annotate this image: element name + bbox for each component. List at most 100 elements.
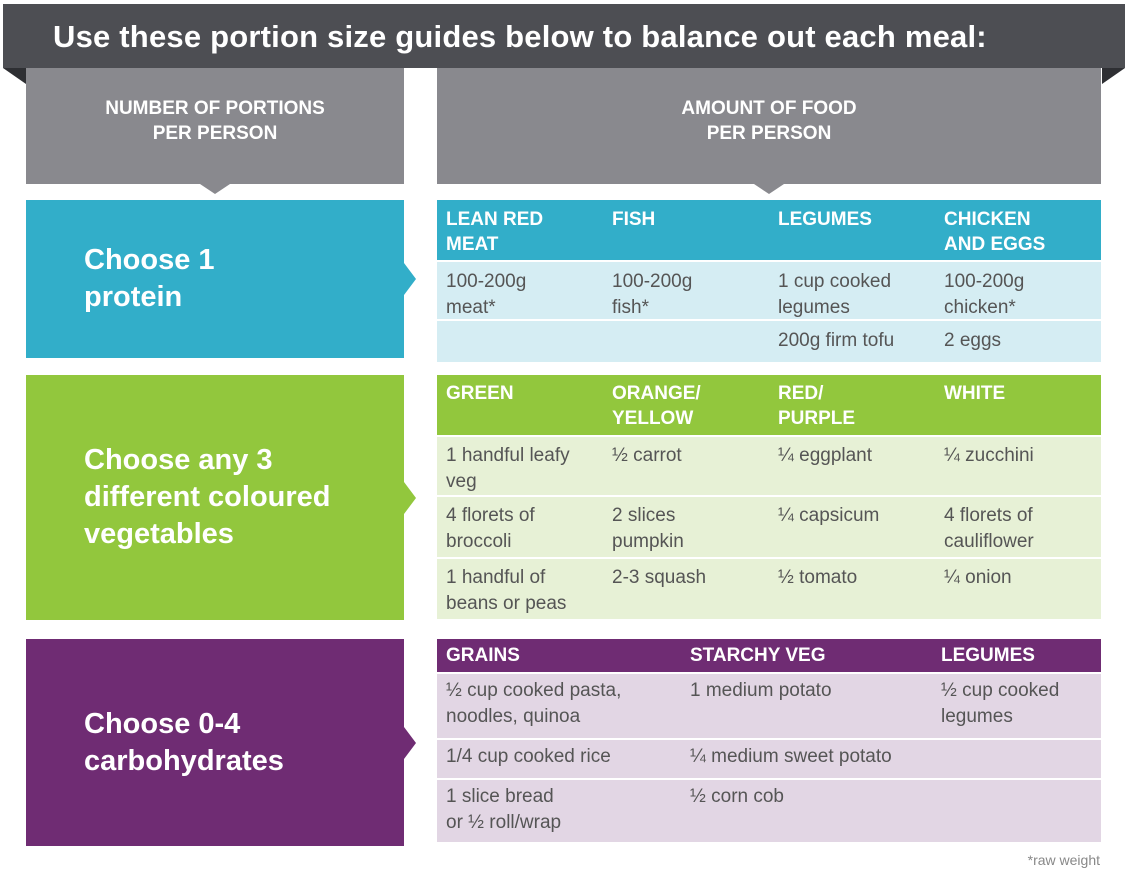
table-cell-line: ¼ medium sweet potato	[690, 746, 892, 767]
protein-label-line: protein	[84, 281, 183, 313]
table-cell: 1 handful leafy veg	[446, 443, 570, 495]
banner-fold-right	[1102, 68, 1125, 84]
protein-label-line: Choose 1	[84, 244, 215, 276]
protein-column-header-line: AND EGGS	[944, 234, 1046, 255]
table-cell-line: 2 eggs	[944, 330, 1002, 351]
table-cell: ½ corn cob	[690, 784, 784, 810]
carbohydrates-column-header-line: STARCHY VEG	[690, 645, 826, 666]
table-cell-line: ½ cup cooked	[941, 680, 1060, 701]
carbohydrates-column-header-line: LEGUMES	[941, 645, 1035, 666]
footnote: *raw weight	[1027, 852, 1100, 868]
table-row: 1 handful leafy veg ½ carrot ¼ eggplant ¼ zu…	[437, 435, 1101, 495]
right-arrow-icon	[404, 726, 416, 759]
table-cell-line: ½ carrot	[612, 445, 682, 466]
carbohydrates-block: Choose 0-4 carbohydrates	[26, 639, 416, 846]
column-header-amount: AMOUNT OF FOOD PER PERSON	[437, 68, 1101, 194]
right-arrow-icon	[404, 481, 416, 514]
table-cell-line: or ½ roll/wrap	[446, 812, 562, 833]
table-cell: ¼ medium sweet potato	[690, 744, 892, 770]
table-cell-line: pumpkin	[612, 531, 684, 552]
table-cell-line: beans or peas	[446, 593, 567, 614]
table-cell: 100-200g meat*	[446, 269, 526, 321]
protein-column-header-line: LEGUMES	[778, 209, 872, 230]
table-cell-line: veg	[446, 471, 477, 492]
vegetables-column-header-line: GREEN	[446, 383, 514, 404]
vegetables-label: Choose any 3 different coloured vegetabl…	[84, 442, 331, 553]
protein-column-header-line: LEAN RED	[446, 209, 544, 230]
protein-block: Choose 1 protein	[26, 200, 416, 358]
protein-column-header: FISH	[612, 207, 655, 232]
protein-table: LEAN RED MEAT FISH LEGUMES CHICKEN AND EGGS 10…	[437, 200, 1101, 362]
vegetables-column-header: ORANGE/YELLOW	[612, 381, 701, 431]
carbohydrates-column-header: STARCHY VEG	[690, 643, 826, 668]
column-header-portions: NUMBER OF PORTIONS PER PERSON	[26, 68, 404, 194]
table-cell: 100-200g chicken*	[944, 269, 1024, 321]
table-cell-line: 2-3 squash	[612, 567, 707, 588]
page-title: Use these portion size guides below to b…	[53, 19, 987, 54]
table-cell: 1 cup cooked legumes	[778, 269, 891, 321]
table-cell: ½ cup cooked legumes	[941, 678, 1059, 730]
carbohydrates-column-header: GRAINS	[446, 643, 520, 668]
table-cell-line: 1 cup cooked	[778, 271, 892, 292]
table-cell-line: broccoli	[446, 531, 512, 552]
table-cell-line: 1/4 cup cooked rice	[446, 746, 611, 767]
vegetables-column-header: GREEN	[446, 381, 514, 406]
table-cell-line: 1 handful leafy	[446, 445, 570, 466]
vegetables-column-header-line: PURPLE	[778, 408, 856, 429]
table-cell-line: 200g firm tofu	[778, 330, 895, 351]
vegetables-label-line: different coloured	[84, 481, 331, 513]
table-row: 4 florets of broccoli 2 slices pumpkin ¼ cap…	[437, 495, 1101, 557]
table-cell: 2 eggs	[944, 328, 1001, 354]
table-cell-line: fish*	[612, 297, 649, 318]
vegetables-block: Choose any 3 different coloured vegetabl…	[26, 375, 416, 620]
table-cell-line: ¼ capsicum	[778, 505, 880, 526]
table-row: ½ cup cooked pasta, noodles, quinoa 1 medi…	[437, 672, 1101, 738]
protein-column-header: CHICKEN AND EGGS	[944, 207, 1045, 257]
table-cell-line: ¼ zucchini	[944, 445, 1034, 466]
carbohydrates-header-row: GRAINS STARCHY VEG LEGUMES	[437, 639, 1101, 672]
table-cell: ½ tomato	[778, 565, 857, 591]
table-cell-line: 2 slices	[612, 505, 676, 526]
table-cell-line: meat*	[446, 297, 496, 318]
table-cell: ¼ capsicum	[778, 503, 879, 529]
carbohydrates-label: Choose 0-4 carbohydrates	[84, 706, 284, 780]
table-row: 1 slice bread or ½ roll/wrap ½ corn cob	[437, 778, 1101, 842]
protein-column-header: LEAN RED MEAT	[446, 207, 543, 257]
table-cell: 4 florets of broccoli	[446, 503, 535, 555]
table-cell: ½ cup cooked pasta, noodles, quinoa	[446, 678, 621, 730]
table-cell-line: legumes	[778, 297, 850, 318]
table-cell: ½ carrot	[612, 443, 682, 469]
table-cell-line: chicken*	[944, 297, 1016, 318]
table-cell-line: ½ corn cob	[690, 786, 784, 807]
table-cell: ¼ zucchini	[944, 443, 1034, 469]
carbohydrates-table: GRAINS STARCHY VEG LEGUMES ½ cup cooked pas…	[437, 639, 1101, 842]
carbohydrates-label-line: carbohydrates	[84, 744, 284, 777]
table-row: 200g firm tofu 2 eggs	[437, 319, 1101, 362]
table-cell: 2 slices pumpkin	[612, 503, 684, 555]
banner-fold-left	[3, 68, 26, 84]
vegetables-header-row: GREEN ORANGE/YELLOW RED/PURPLE WHITE	[437, 375, 1101, 435]
table-cell: 100-200g fish*	[612, 269, 692, 321]
table-cell-line: noodles, quinoa	[446, 706, 581, 727]
column-header-amount-line: AMOUNT OF FOOD	[681, 98, 857, 119]
table-cell-line: 100-200g	[944, 271, 1025, 292]
table-row: 1/4 cup cooked rice ¼ medium sweet potato	[437, 738, 1101, 778]
column-header-portions-line: PER PERSON	[152, 123, 278, 144]
protein-column-header-line: FISH	[612, 209, 656, 230]
table-cell-line: legumes	[941, 706, 1013, 727]
table-cell-line: ¼ onion	[944, 567, 1012, 588]
title-banner: Use these portion size guides below to b…	[3, 4, 1125, 68]
protein-column-header: LEGUMES	[778, 207, 872, 232]
table-cell-line: 100-200g	[612, 271, 693, 292]
table-row: 1 handful of beans or peas 2-3 squash ½ tom…	[437, 557, 1101, 619]
table-cell-line: 1 medium potato	[690, 680, 832, 701]
table-row: 100-200g meat* 100-200g fish* 1 cup cooked le…	[437, 260, 1101, 319]
table-cell: 1 slice bread or ½ roll/wrap	[446, 784, 561, 836]
table-cell-line: 1 slice bread	[446, 786, 554, 807]
vegetables-column-header: RED/PURPLE	[778, 381, 855, 431]
column-header-portions-line: NUMBER OF PORTIONS	[105, 98, 325, 119]
protein-label: Choose 1 protein	[84, 242, 215, 316]
vegetables-table: GREEN ORANGE/YELLOW RED/PURPLE WHITE 1 handf…	[437, 375, 1101, 619]
table-cell-line: ½ cup cooked pasta,	[446, 680, 622, 701]
protein-column-header-line: MEAT	[446, 234, 499, 255]
